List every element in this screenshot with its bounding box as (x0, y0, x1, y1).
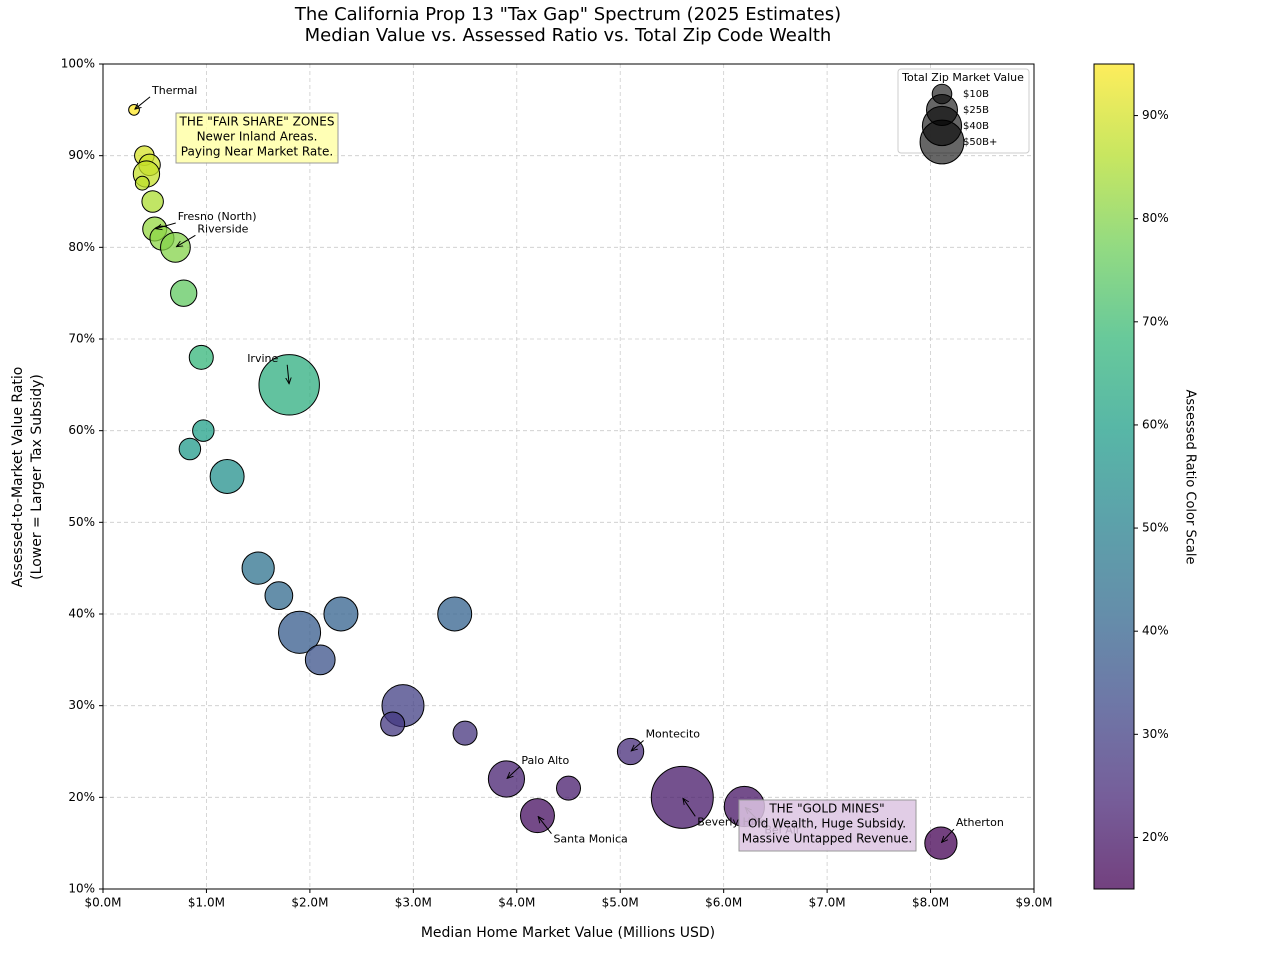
annotation-box (175, 112, 339, 164)
annotation-arrow (942, 828, 955, 842)
bubble (304, 644, 336, 676)
chart-title: The California Prop 13 "Tax Gap" Spectru… (294, 4, 841, 25)
bubble (437, 596, 473, 632)
bubble (924, 826, 958, 860)
y-tick-label: 50% (68, 515, 95, 529)
x-tick-label: $6.0M (705, 896, 742, 910)
legend-label: $40B (963, 121, 989, 132)
bubble (160, 231, 191, 263)
y-tick-label: 100% (61, 57, 95, 71)
colorbar-tick-label: 20% (1142, 830, 1169, 844)
annotation-arrow (156, 222, 176, 229)
x-tick-label: $9.0M (1015, 896, 1052, 910)
bubble (209, 459, 245, 494)
annotation-text: THE "GOLD MINES" (768, 802, 884, 816)
bubble (323, 596, 359, 632)
annotation-arrow (176, 234, 196, 246)
legend-bubble (919, 119, 965, 165)
annotation-text: Newer Inland Areas. (197, 130, 318, 144)
annotation-arrow (538, 817, 552, 834)
x-tick-label: $5.0M (602, 896, 639, 910)
x-axis-label: Median Home Market Value (Millions USD) (421, 925, 715, 941)
bubble (278, 610, 322, 654)
point-label: Montecito (646, 728, 701, 741)
bubble (178, 437, 202, 461)
bubble (452, 720, 478, 746)
bubble (555, 775, 582, 801)
bubble (519, 798, 555, 834)
bubble (170, 279, 198, 307)
bubble (128, 103, 140, 116)
bubble (380, 711, 406, 737)
y-tick-label: 40% (68, 607, 95, 621)
bubble (650, 765, 714, 829)
annotation-arrow (683, 798, 696, 817)
x-tick-label: $7.0M (809, 896, 846, 910)
y-axis-label: Assessed-to-Market Value Ratio (10, 367, 26, 588)
colorbar-label: Assessed Ratio Color Scale (1183, 390, 1198, 565)
y-tick-label: 20% (68, 790, 95, 804)
bubble (487, 760, 526, 798)
y-tick-label: 10% (68, 882, 95, 896)
y-tick-label: 60% (68, 423, 95, 437)
point-label: Santa Monica (553, 833, 627, 846)
x-tick-label: $1.0M (188, 896, 225, 910)
colorbar-tick-label: 30% (1142, 727, 1169, 741)
legend-label: $50B+ (963, 137, 997, 148)
point-label: Atherton (956, 816, 1004, 829)
x-tick-label: $2.0M (291, 896, 328, 910)
point-label: Palo Alto (521, 754, 569, 767)
y-tick-label: 90% (68, 148, 95, 162)
annotation-box (738, 799, 917, 852)
plot-frame (102, 63, 1035, 890)
colorbar-tick-label: 80% (1142, 211, 1169, 225)
x-tick-label: $3.0M (395, 896, 432, 910)
legend-label: $10B (963, 89, 989, 100)
colorbar-tick-label: 50% (1142, 521, 1169, 535)
annotation-arrow (135, 96, 151, 109)
bubble (264, 581, 294, 611)
annotation-arrow (631, 740, 644, 751)
point-label: Riverside (197, 222, 248, 235)
bubble (616, 737, 645, 766)
point-label: Fresno (North) (178, 210, 257, 223)
x-tick-label: $8.0M (912, 896, 949, 910)
annotation-text: Old Wealth, Huge Subsidy. (748, 817, 906, 831)
bubble (192, 419, 215, 442)
annotation-text: Massive Untapped Revenue. (742, 832, 912, 846)
bubble (241, 551, 275, 585)
annotation-text: Paying Near Market Rate. (181, 145, 333, 159)
point-label: Irvine (247, 352, 278, 365)
x-tick-label: $0.0M (84, 896, 121, 910)
colorbar-tick-label: 40% (1142, 624, 1169, 638)
colorbar-tick-label: 90% (1142, 108, 1169, 122)
annotation-arrow (287, 364, 289, 384)
point-label: Thermal (151, 84, 197, 97)
y-tick-label: 70% (68, 332, 95, 346)
colorbar-tick-label: 70% (1142, 314, 1169, 328)
y-axis-label: (Lower = Larger Tax Subsidy) (29, 374, 45, 580)
annotation-text: THE "FAIR SHARE" ZONES (179, 115, 335, 129)
bubble (188, 344, 214, 370)
annotation-arrow (507, 766, 520, 778)
y-tick-label: 80% (68, 240, 95, 254)
legend-label: $25B (963, 105, 989, 116)
y-tick-label: 30% (68, 698, 95, 712)
legend-title: Total Zip Market Value (901, 71, 1024, 84)
bubble (134, 175, 150, 191)
bubble (141, 190, 164, 213)
colorbar (1093, 63, 1135, 890)
colorbar-tick-label: 60% (1142, 417, 1169, 431)
chart-title: Median Value vs. Assessed Ratio vs. Tota… (305, 25, 832, 46)
x-tick-label: $4.0M (498, 896, 535, 910)
